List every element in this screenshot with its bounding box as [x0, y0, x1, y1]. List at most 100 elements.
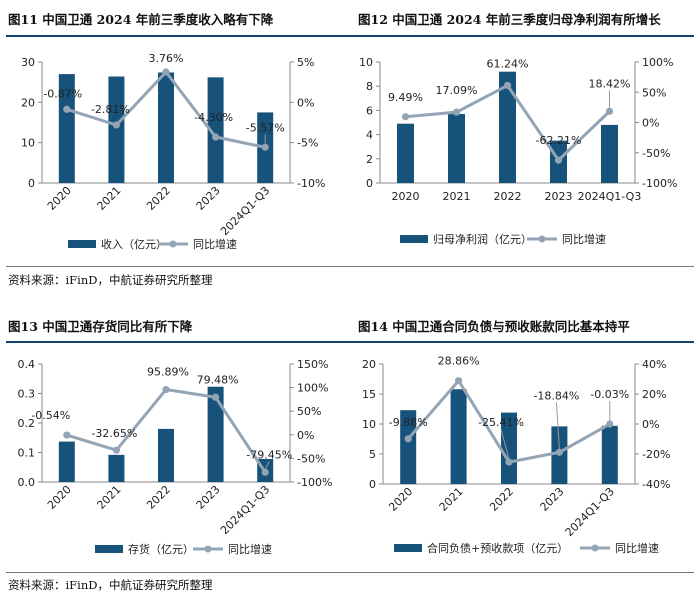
growth-point [212, 133, 220, 141]
right-tick-label: -50% [642, 147, 670, 160]
left-tick-label: 2 [366, 153, 373, 166]
left-tick-label: 4 [366, 129, 373, 142]
left-tick-label: 20 [21, 96, 35, 109]
growth-point [63, 105, 71, 113]
category-label: 2024Q1-Q3 [218, 184, 272, 238]
category-label: 2021 [443, 190, 471, 203]
bar [207, 77, 224, 183]
legend-line-marker [169, 240, 177, 248]
source-note-bottom: 资料来源：iFinD，中航证券研究所整理 [8, 578, 213, 592]
bottom-row-header-rule [6, 341, 694, 343]
left-tick-label: 0 [366, 177, 373, 190]
growth-point [401, 113, 410, 121]
top-row-footer-rule [6, 266, 694, 267]
legend-bar-swatch [95, 545, 123, 553]
category-label: 2022 [487, 485, 516, 514]
category-label: 2023 [538, 485, 567, 514]
legend-bar-swatch [394, 544, 422, 552]
right-tick-label: 0% [297, 429, 314, 442]
growth-point [605, 107, 614, 115]
legend-line-label: 同比增速 [562, 232, 606, 246]
growth-point [112, 121, 120, 129]
data-label: 95.89% [147, 366, 189, 379]
legend-line-marker [204, 545, 212, 553]
bar [397, 123, 414, 183]
right-tick-label: 0% [297, 96, 314, 109]
category-label: 2020 [392, 190, 420, 203]
category-label: 2024Q1-Q3 [578, 190, 642, 203]
right-tick-label: -50% [297, 452, 325, 465]
fig14-chart: 0 5 10 15 20 -40% -20% 0% 20% 40% 2020 2021 2022 2023… [362, 355, 670, 555]
left-tick-label: 6 [366, 104, 373, 117]
left-tick-label: 30 [21, 56, 35, 69]
category-label: 2023 [194, 483, 223, 512]
category-label: 2024Q1-Q3 [218, 483, 272, 537]
data-label: -79.45% [246, 448, 292, 461]
data-label: -9.88% [389, 416, 428, 429]
growth-point [112, 446, 120, 454]
right-tick-label: -20% [642, 448, 670, 461]
left-tick-label: 0 [28, 177, 35, 190]
category-label: 2023 [194, 184, 223, 213]
left-tick-label: 0 [369, 478, 376, 491]
category-label: 2021 [95, 483, 124, 512]
right-tick-label: -10% [297, 177, 325, 190]
fig14-title: 图14 中国卫通合同负债与预收账款同比基本持平 [358, 319, 630, 334]
category-label: 2022 [144, 483, 173, 512]
legend-line-marker [591, 544, 599, 552]
data-label: -0.87% [43, 87, 82, 100]
bar [501, 412, 517, 484]
fig13-chart: 0.0 0.1 0.2 0.3 0.4 -100% -50% 0% 50% 100% 150% 202… [18, 358, 333, 556]
fig12-chart: 0 2 4 6 8 10 -100% -50% 0% 50% 100% 2020 2021 2022 202… [359, 56, 677, 246]
category-label: 2023 [545, 190, 573, 203]
right-tick-label: 100% [642, 56, 673, 69]
fig11-chart: 0 10 20 30 -10% -5% 0% 5% 2020 2021 2022 20232024Q1… [21, 52, 325, 251]
data-label: 9.49% [388, 91, 423, 104]
fig12-title: 图12 中国卫通 2024 年前三季度归母净利润有所增长 [358, 12, 661, 27]
data-label: 18.42% [589, 77, 631, 90]
data-label: -32.65% [91, 427, 137, 440]
legend-line-label: 同比增速 [193, 237, 237, 251]
left-tick-label: 0.3 [18, 388, 36, 401]
growth-point [505, 458, 513, 466]
growth-point [162, 68, 170, 76]
bar [601, 425, 618, 484]
legend-bar-swatch [400, 235, 428, 243]
left-tick-label: 20 [362, 358, 376, 371]
category-label: 2020 [45, 483, 74, 512]
growth-point [452, 108, 461, 116]
category-label: 2022 [494, 190, 522, 203]
right-tick-label: 0% [642, 117, 659, 130]
right-tick-label: 100% [297, 382, 328, 395]
bar [448, 114, 465, 183]
category-label: 2022 [144, 184, 173, 213]
legend-bar-label: 存货（亿元） [128, 542, 194, 556]
data-label: -18.84% [533, 389, 579, 402]
left-tick-label: 10 [21, 137, 35, 150]
right-tick-label: 5% [297, 56, 314, 69]
legend-line-label: 同比增速 [228, 542, 272, 556]
left-tick-label: 0.4 [18, 358, 36, 371]
category-label: 2021 [95, 184, 124, 213]
growth-point [503, 81, 512, 90]
left-tick-label: 5 [369, 448, 376, 461]
growth-point [212, 393, 220, 401]
source-note-top: 资料来源：iFinD，中航证券研究所整理 [8, 273, 213, 287]
bar [158, 72, 174, 183]
bar [108, 76, 125, 183]
data-label: 79.48% [197, 373, 239, 386]
growth-point [555, 448, 563, 456]
right-tick-label: 40% [642, 358, 666, 371]
label-leader-line [264, 461, 270, 470]
legend-bar-label: 合同负债+预收款项（亿元） [427, 541, 568, 555]
category-label: 2024Q1-Q3 [563, 485, 617, 539]
growth-point [554, 156, 563, 164]
left-tick-label: 0.0 [18, 476, 36, 489]
growth-point [404, 435, 412, 443]
left-tick-label: 10 [359, 56, 373, 69]
right-tick-label: -5% [297, 137, 318, 150]
data-label: -2.81% [91, 103, 130, 116]
data-label: -5.57% [246, 121, 285, 134]
growth-point [162, 385, 170, 394]
category-label: 2020 [45, 184, 74, 213]
